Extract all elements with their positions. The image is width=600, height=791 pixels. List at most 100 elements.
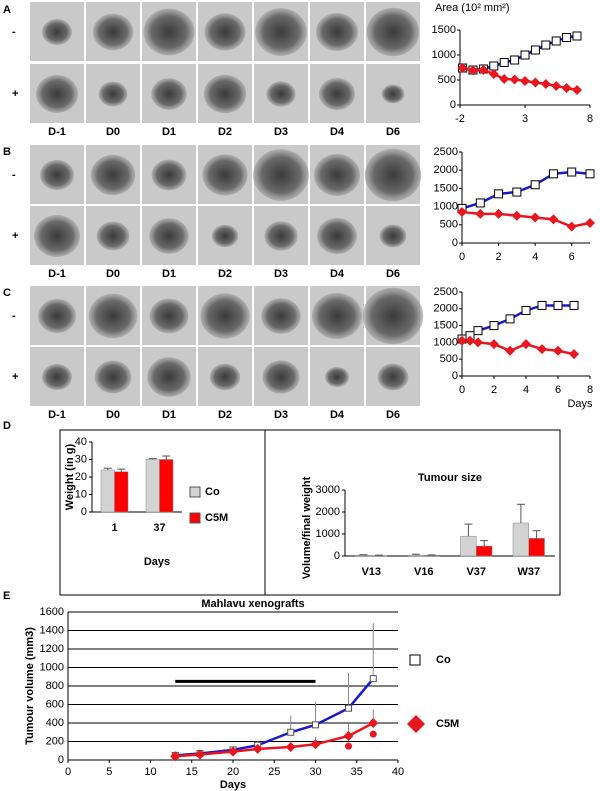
marker bbox=[541, 40, 551, 50]
marker bbox=[509, 74, 520, 85]
marker bbox=[551, 81, 562, 91]
y-tick-label: 20 bbox=[75, 471, 87, 483]
spheroid bbox=[203, 74, 247, 114]
x-axis-label: Days bbox=[220, 779, 246, 791]
marker bbox=[489, 339, 499, 350]
x-tick-label: 3 bbox=[522, 113, 528, 125]
day-label: D4 bbox=[330, 409, 345, 421]
panel-label: C bbox=[3, 287, 11, 299]
marker bbox=[312, 721, 319, 729]
spheroid bbox=[38, 299, 76, 333]
y-tick-label: 1200 bbox=[40, 643, 64, 655]
y-tick-label: 400 bbox=[46, 717, 64, 729]
y-tick-label: 2000 bbox=[434, 164, 458, 176]
day-label: D-1 bbox=[48, 409, 66, 421]
x-tick-label: 40 bbox=[392, 766, 404, 778]
y-tick-label: 2000 bbox=[316, 506, 340, 518]
bar bbox=[159, 459, 174, 513]
marker bbox=[368, 718, 379, 728]
spheroid bbox=[40, 160, 74, 190]
marker bbox=[530, 180, 540, 190]
y-tick-label: 1000 bbox=[434, 336, 458, 348]
y-tick-label: 30 bbox=[75, 453, 87, 465]
spheroid bbox=[147, 357, 191, 397]
panel-label: B bbox=[3, 146, 11, 158]
x-tick-label: V13 bbox=[361, 566, 381, 578]
marker bbox=[520, 50, 530, 60]
spheroid bbox=[314, 154, 360, 196]
spheroid bbox=[94, 360, 132, 394]
x-tick-label: 2 bbox=[496, 251, 502, 263]
x-tick-label: 4 bbox=[523, 384, 529, 396]
marker bbox=[493, 208, 504, 219]
y-tick-label: 0 bbox=[334, 550, 340, 562]
x-tick-label: 8 bbox=[587, 113, 593, 125]
x-axis-label: Days bbox=[567, 398, 593, 410]
y-axis-label: Weight (in g) bbox=[64, 443, 76, 510]
marker bbox=[478, 65, 489, 75]
spheroid bbox=[317, 218, 357, 254]
y-tick-label: 1500 bbox=[434, 320, 458, 332]
y-tick-label: 0 bbox=[452, 370, 458, 382]
bar bbox=[100, 469, 115, 513]
x-tick-label: 6 bbox=[569, 251, 575, 263]
spheroid bbox=[34, 215, 80, 257]
x-axis-label: Days bbox=[144, 556, 170, 568]
marker bbox=[475, 208, 486, 219]
y-tick-label: 1500 bbox=[432, 24, 456, 36]
marker bbox=[473, 326, 483, 336]
row-sign: - bbox=[12, 26, 16, 38]
day-label: D4 bbox=[330, 268, 345, 280]
spheroid bbox=[209, 363, 241, 391]
spheroid bbox=[316, 13, 358, 51]
marker bbox=[489, 321, 499, 331]
x-tick-label: 5 bbox=[106, 766, 112, 778]
marker bbox=[548, 214, 559, 225]
y-tick-label: 40 bbox=[75, 436, 87, 448]
spheroid bbox=[381, 84, 405, 104]
x-tick-label: 2 bbox=[491, 384, 497, 396]
marker bbox=[521, 305, 531, 315]
marker bbox=[551, 36, 561, 46]
chart-title: Mahlavu xenografts bbox=[201, 598, 304, 610]
series-line bbox=[175, 677, 375, 757]
day-label: D1 bbox=[162, 126, 176, 138]
legend-marker bbox=[189, 486, 201, 498]
chart-title: Tumour size bbox=[418, 472, 482, 484]
marker bbox=[569, 349, 579, 360]
row-sign: - bbox=[12, 310, 16, 322]
marker bbox=[252, 743, 263, 754]
marker bbox=[457, 335, 467, 346]
marker bbox=[170, 751, 181, 762]
spheroid bbox=[262, 360, 300, 394]
marker bbox=[512, 187, 522, 197]
day-label: D6 bbox=[386, 268, 400, 280]
y-tick-label: 10 bbox=[75, 488, 87, 500]
spheroid bbox=[264, 221, 298, 251]
marker bbox=[499, 58, 509, 67]
day-label: D2 bbox=[218, 268, 232, 280]
bar bbox=[355, 555, 372, 557]
x-tick-label: 37 bbox=[153, 522, 165, 534]
day-label: D0 bbox=[106, 126, 120, 138]
y-tick-label: 1000 bbox=[434, 201, 458, 213]
spheroid bbox=[90, 154, 136, 196]
marker bbox=[585, 217, 595, 228]
x-tick-label: 8 bbox=[587, 384, 593, 396]
y-tick-label: 0 bbox=[81, 506, 87, 518]
panel-label: D bbox=[3, 420, 11, 432]
spheroid bbox=[211, 224, 239, 248]
day-label: D0 bbox=[106, 268, 120, 280]
spheroid bbox=[366, 7, 420, 57]
spheroid bbox=[202, 154, 248, 196]
marker bbox=[345, 704, 352, 712]
y-tick-label: 1500 bbox=[434, 182, 458, 194]
y-tick-label: 200 bbox=[46, 735, 64, 747]
marker bbox=[569, 300, 579, 310]
day-label: D2 bbox=[218, 126, 232, 138]
marker bbox=[567, 167, 577, 177]
marker bbox=[285, 742, 296, 753]
x-tick-label: 35 bbox=[351, 766, 363, 778]
marker bbox=[457, 63, 468, 73]
